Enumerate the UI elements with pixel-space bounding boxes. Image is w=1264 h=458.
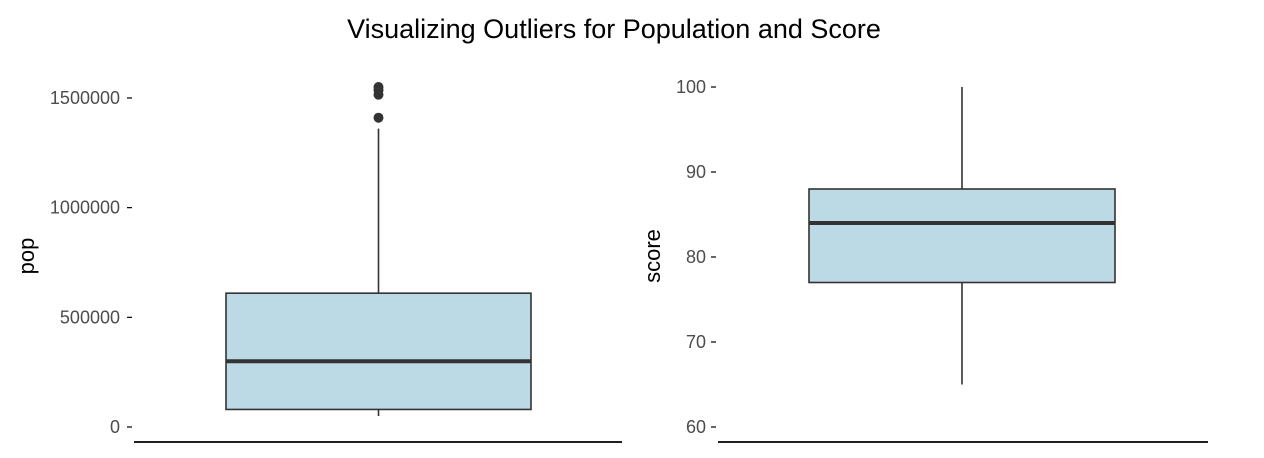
iqr-box — [808, 188, 1116, 284]
outlier-point — [373, 112, 384, 123]
y-axis-title: score — [640, 229, 665, 283]
panel-pop: pop 0 500000 1000000 1500000 — [14, 82, 622, 443]
y-tick-label: 1500000 — [50, 88, 120, 108]
y-tick-label: 500000 — [60, 307, 120, 327]
outlier-point — [373, 82, 384, 92]
y-tick-label: 1000000 — [50, 198, 120, 218]
y-tick-label: 80 — [686, 247, 706, 267]
iqr-box — [225, 292, 532, 411]
y-tick-label: 0 — [110, 417, 120, 437]
y-axis-title: pop — [14, 238, 39, 275]
y-tick-label: 60 — [686, 417, 706, 437]
y-tick-label: 70 — [686, 332, 706, 352]
y-tick-label: 90 — [686, 162, 706, 182]
chart-title: Visualizing Outliers for Population and … — [347, 14, 881, 44]
y-tick-label: 100 — [676, 77, 706, 97]
panel-score: score 60 70 80 90 100 — [640, 77, 1208, 443]
